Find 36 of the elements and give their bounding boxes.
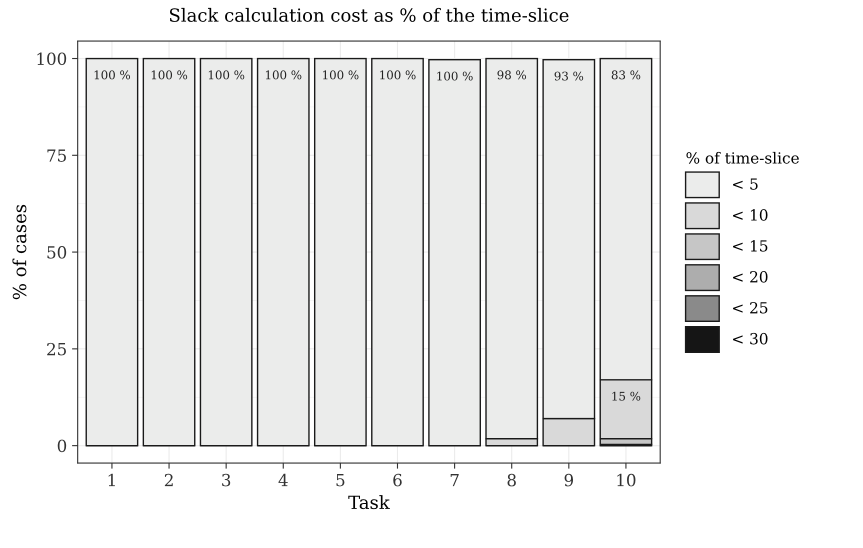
data-label: 100 % bbox=[323, 70, 358, 80]
data-label: 93 % bbox=[554, 72, 584, 81]
legend-label: < 20 bbox=[733, 271, 768, 283]
data-label: 100 % bbox=[266, 70, 302, 80]
data-label: 83 % bbox=[612, 70, 640, 80]
data-label: 100 % bbox=[152, 70, 188, 80]
x-tick-label: 6 bbox=[393, 474, 402, 486]
y-tick-label: 50 bbox=[47, 246, 66, 259]
legend-title: % of time-slice bbox=[686, 152, 799, 164]
x-tick-label: 4 bbox=[278, 474, 288, 486]
legend-label: < 25 bbox=[733, 302, 768, 314]
x-tick-label: 9 bbox=[564, 474, 573, 486]
x-tick-label: 8 bbox=[508, 474, 516, 486]
x-tick-label: 1 bbox=[108, 474, 115, 486]
x-tick-label: 7 bbox=[450, 474, 459, 486]
y-tick-label: 25 bbox=[47, 342, 66, 356]
legend-label: < 5 bbox=[733, 178, 758, 190]
y-tick-label: 75 bbox=[47, 149, 66, 162]
x-tick-label: 10 bbox=[617, 474, 636, 486]
data-label: 100 % bbox=[437, 72, 473, 81]
legend-label: < 30 bbox=[733, 332, 768, 344]
legend-label: < 15 bbox=[733, 240, 768, 252]
chart-title: Slack calculation cost as % of the time-slice bbox=[170, 8, 569, 22]
y-axis-title: % of cases bbox=[12, 204, 26, 300]
data-label: 100 % bbox=[208, 70, 244, 80]
data-label: 100 % bbox=[380, 70, 416, 80]
x-tick-label: 5 bbox=[336, 474, 344, 486]
legend-label: < 10 bbox=[733, 209, 768, 221]
x-axis-title: Task bbox=[348, 495, 390, 510]
y-tick-label: 0 bbox=[58, 440, 66, 452]
data-label: 100 % bbox=[94, 70, 130, 80]
x-tick-label: 2 bbox=[164, 474, 173, 486]
x-tick-label: 3 bbox=[222, 474, 230, 486]
data-label: 15 % bbox=[612, 392, 640, 401]
y-tick-label: 100 bbox=[37, 52, 66, 66]
data-label: 98 % bbox=[497, 70, 526, 80]
